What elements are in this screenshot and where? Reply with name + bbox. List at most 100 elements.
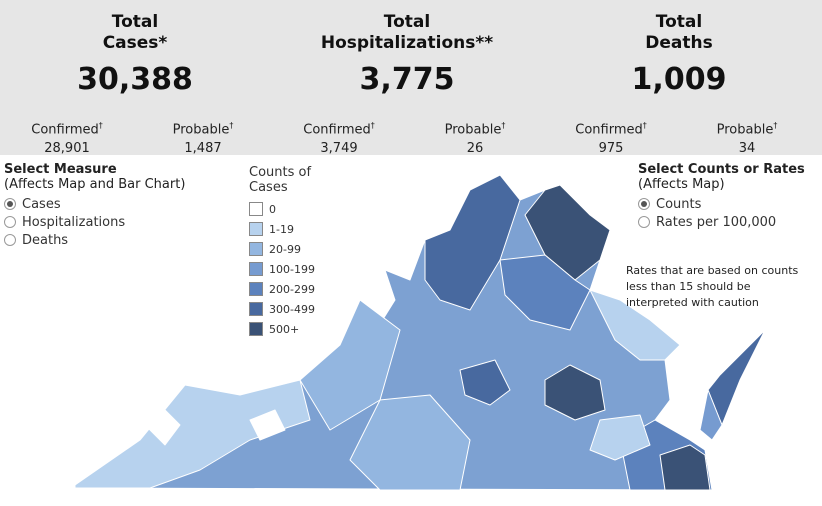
- scale-control: Select Counts or Rates (Affects Map) Cou…: [638, 162, 805, 231]
- legend-swatch: [249, 262, 263, 276]
- measure-control: Select Measure (Affects Map and Bar Char…: [4, 162, 185, 249]
- map: [74, 174, 766, 491]
- probable-label: Probable: [716, 122, 774, 138]
- stat-title-line: Deaths: [645, 33, 713, 53]
- confirmed-mark: †: [98, 121, 103, 130]
- radio-button[interactable]: [4, 198, 16, 210]
- probable-block: Probable† 34: [687, 116, 807, 158]
- probable-mark: †: [773, 121, 778, 130]
- stat: Total Cases* 30,388: [0, 0, 270, 97]
- county-region: [74, 379, 311, 489]
- county-region: [589, 289, 681, 361]
- probable-label: Probable: [444, 122, 502, 138]
- stat-title-line: Total: [111, 12, 159, 32]
- legend-item: 500+: [249, 319, 315, 339]
- county-region: [524, 184, 611, 281]
- radio-option[interactable]: Rates per 100,000: [638, 213, 805, 231]
- confirmed-label-row: Confirmed†: [551, 116, 671, 139]
- radio-button[interactable]: [638, 198, 650, 210]
- county-region: [299, 299, 401, 431]
- county-region: [459, 359, 511, 406]
- legend-label: 500+: [269, 322, 300, 336]
- stat-value: 30,388: [77, 62, 193, 97]
- legend-item: 200-299: [249, 279, 315, 299]
- probable-mark: †: [229, 121, 234, 130]
- county-region: [659, 444, 711, 491]
- probable-label-row: Probable†: [415, 116, 535, 139]
- stat-title-line: Hospitalizations**: [320, 33, 494, 53]
- county-region: [349, 394, 471, 491]
- legend-label: 100-199: [269, 262, 315, 276]
- probable-label: Probable: [172, 122, 230, 138]
- probable-label-row: Probable†: [687, 116, 807, 139]
- stat-title-line: Cases*: [102, 33, 168, 53]
- county-region: [699, 389, 723, 441]
- legend-label: 0: [269, 202, 276, 216]
- confirmed-value: 3,749: [320, 141, 358, 157]
- legend-label: 300-499: [269, 302, 315, 316]
- legend-swatch: [249, 322, 263, 336]
- legend-swatch: [249, 222, 263, 236]
- stat-title-line: Total: [383, 12, 431, 32]
- county-region: [707, 329, 766, 426]
- county-region: [424, 174, 521, 311]
- legend: Counts of Cases 0 1-19 20-99 100-199 200-299…: [249, 165, 315, 339]
- radio-label[interactable]: Cases: [22, 196, 61, 212]
- county-region: [544, 364, 606, 421]
- confirmed-label-row: Confirmed†: [7, 116, 127, 139]
- probable-block: Probable† 26: [415, 116, 535, 158]
- stat-value: 3,775: [359, 62, 455, 97]
- radio-option[interactable]: Hospitalizations: [4, 213, 185, 231]
- stat: Total Hospitalizations** 3,775: [272, 0, 542, 97]
- legend-swatch: [249, 202, 263, 216]
- note: Rates that are based on counts less than…: [626, 264, 799, 309]
- probable-value: 34: [738, 141, 756, 157]
- stat-title: Total Cases*: [0, 12, 270, 54]
- radio-button[interactable]: [4, 234, 16, 246]
- radio-label[interactable]: Counts: [656, 196, 702, 212]
- legend-item: 1-19: [249, 219, 315, 239]
- legend-item: 20-99: [249, 239, 315, 259]
- legend-title: Cases: [249, 180, 288, 195]
- radio-button[interactable]: [4, 216, 16, 228]
- measure-title: Select Measure: [4, 162, 117, 177]
- confirmed-label: Confirmed: [303, 122, 371, 138]
- county-region: [589, 414, 651, 461]
- county-region: [249, 409, 286, 441]
- scale-subtitle: (Affects Map): [638, 177, 725, 192]
- confirmed-mark: †: [370, 121, 375, 130]
- stat-title-line: Total: [655, 12, 703, 32]
- scale-title: Select Counts or Rates: [638, 162, 805, 177]
- probable-block: Probable† 1,487: [143, 116, 263, 158]
- radio-label[interactable]: Hospitalizations: [22, 214, 126, 230]
- radio-option[interactable]: Counts: [638, 195, 805, 213]
- stat: Total Deaths 1,009: [544, 0, 814, 97]
- confirmed-label: Confirmed: [31, 122, 99, 138]
- legend-label: 200-299: [269, 282, 315, 296]
- county-region: [144, 409, 181, 446]
- confirmed-value: 28,901: [44, 141, 90, 157]
- legend-label: 1-19: [269, 222, 294, 236]
- legend-title: Counts of: [249, 165, 312, 180]
- confirmed-block: Confirmed† 3,749: [279, 116, 399, 158]
- radio-button[interactable]: [638, 216, 650, 228]
- legend-swatch: [249, 302, 263, 316]
- radio-option[interactable]: Deaths: [4, 231, 185, 249]
- measure-subtitle: (Affects Map and Bar Chart): [4, 177, 186, 192]
- confirmed-value: 975: [598, 141, 624, 157]
- radio-option[interactable]: Cases: [4, 195, 185, 213]
- probable-mark: †: [501, 121, 506, 130]
- radio-label[interactable]: Deaths: [22, 232, 69, 248]
- county-region: [499, 254, 591, 331]
- confirmed-label: Confirmed: [575, 122, 643, 138]
- probable-value: 26: [466, 141, 484, 157]
- confirmed-mark: †: [642, 121, 647, 130]
- legend-item: 100-199: [249, 259, 315, 279]
- radio-label[interactable]: Rates per 100,000: [656, 214, 777, 230]
- confirmed-block: Confirmed† 28,901: [7, 116, 127, 158]
- summary-band: [0, 0, 822, 155]
- confirmed-label-row: Confirmed†: [279, 116, 399, 139]
- legend-item: 300-499: [249, 299, 315, 319]
- stat-title: Total Deaths: [544, 12, 814, 54]
